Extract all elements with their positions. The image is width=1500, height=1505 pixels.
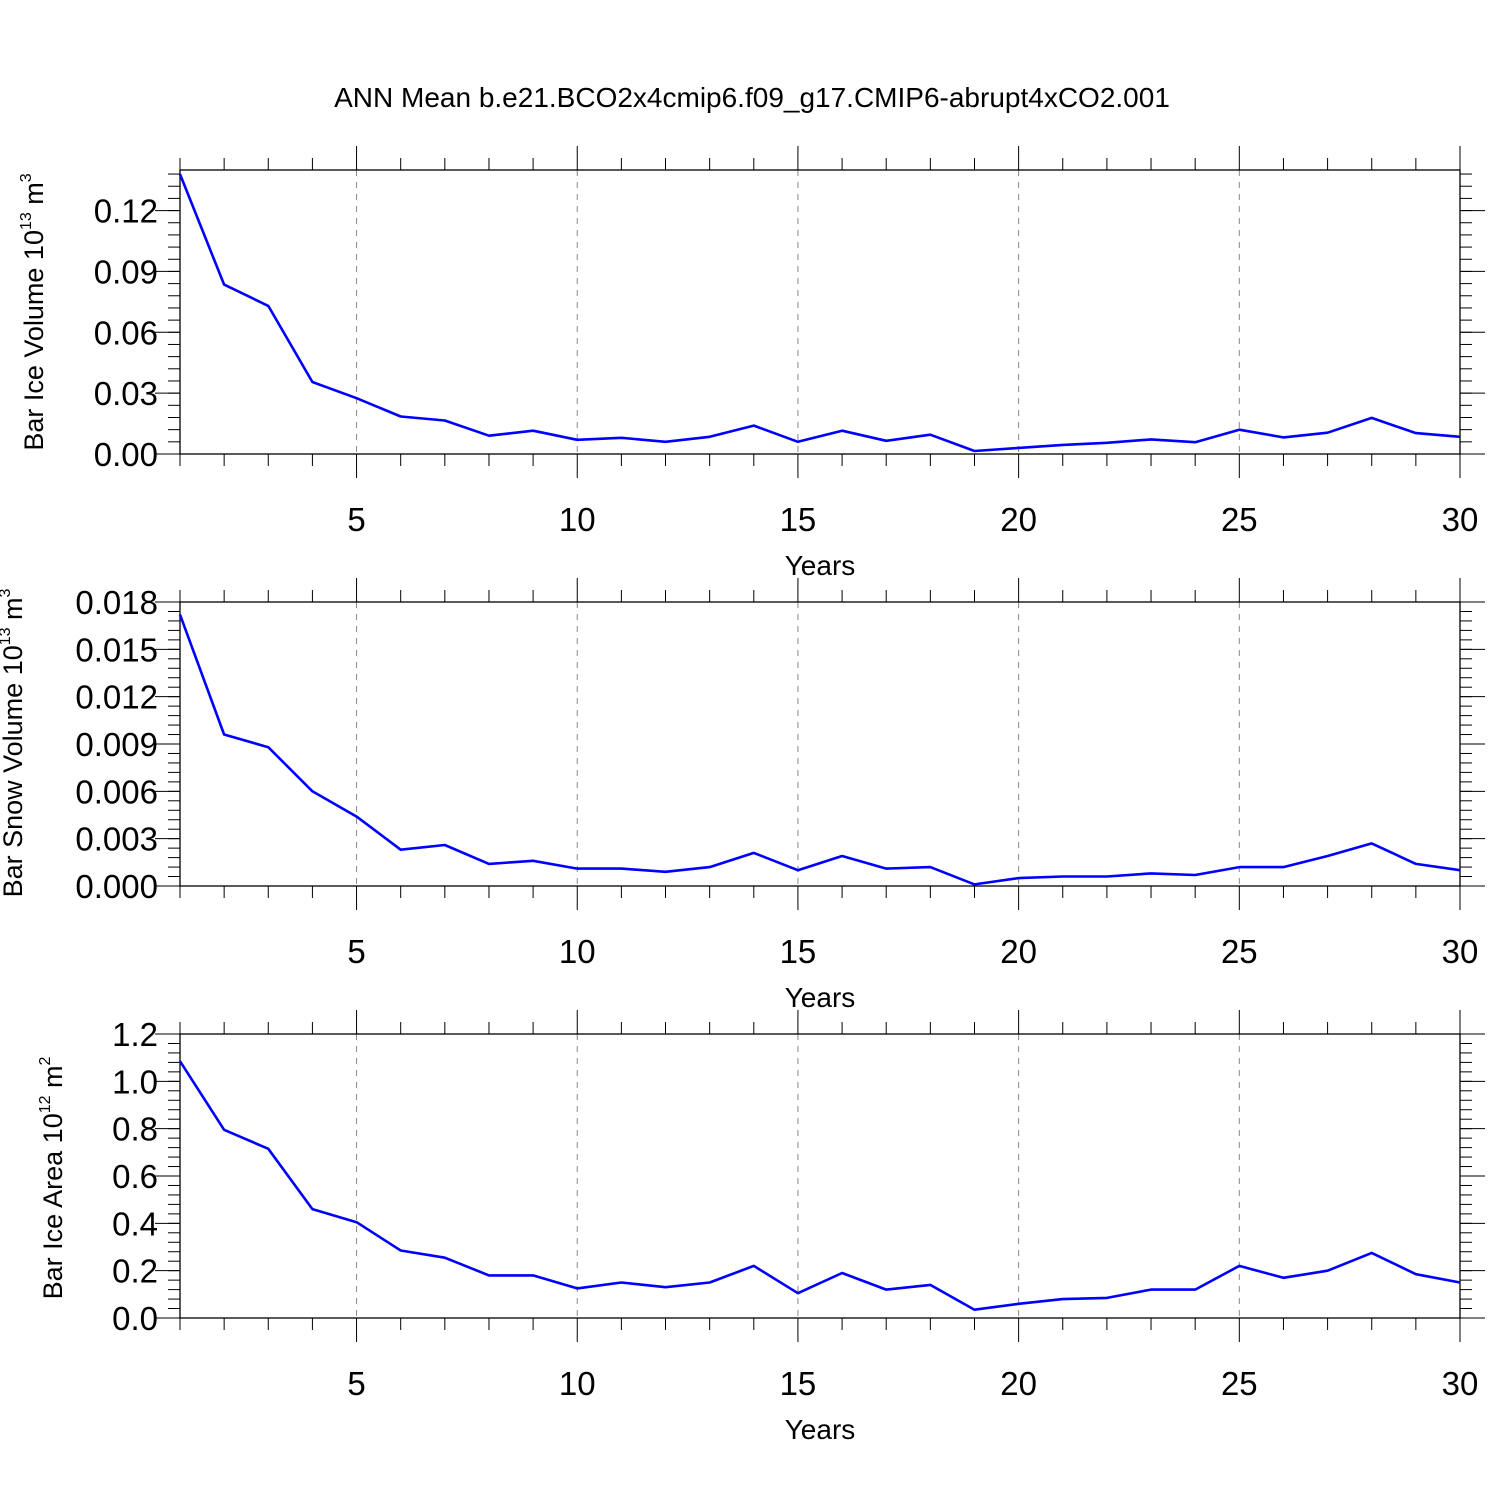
x-tick-label: 10 bbox=[559, 501, 596, 538]
x-tick-label: 25 bbox=[1221, 501, 1258, 538]
y-tick-label: 0.012 bbox=[75, 679, 158, 716]
y-tick-label: 0.03 bbox=[94, 375, 158, 412]
y-tick-label: 0.8 bbox=[112, 1111, 158, 1148]
x-tick-label: 10 bbox=[559, 933, 596, 970]
x-axis-label: Years bbox=[785, 1414, 856, 1445]
plot-frame bbox=[179, 169, 1461, 455]
x-tick-label: 5 bbox=[347, 933, 365, 970]
x-axis-label: Years bbox=[785, 982, 856, 1013]
x-tick-label: 30 bbox=[1442, 1365, 1479, 1402]
x-tick-label: 30 bbox=[1442, 933, 1479, 970]
panel-ice-volume: Bar Ice Volume 1013 m3 Years 5 10 15 20 25 30… bbox=[18, 146, 1485, 581]
series-line bbox=[178, 1060, 1461, 1311]
y-tick-label: 0.009 bbox=[75, 726, 158, 763]
y-tick-label: 0.0 bbox=[112, 1300, 158, 1337]
series-line bbox=[178, 614, 1461, 886]
x-tick-label: 15 bbox=[780, 501, 817, 538]
y-axis-label: Bar Ice Area 1012 m2 bbox=[37, 1056, 68, 1299]
x-tick-label: 15 bbox=[780, 1365, 817, 1402]
chart-title: ANN Mean b.e21.BCO2x4cmip6.f09_g17.CMIP6… bbox=[334, 82, 1170, 113]
x-axis-label: Years bbox=[785, 550, 856, 581]
plot-frame bbox=[179, 601, 1461, 887]
x-tick-label: 30 bbox=[1442, 501, 1479, 538]
panel-snow-volume: Bar Snow Volume 1013 m3 Years 5 10 15 20 25 3… bbox=[0, 578, 1485, 1013]
y-tick-label: 0.006 bbox=[75, 773, 158, 810]
x-tick-label: 25 bbox=[1221, 933, 1258, 970]
x-tick-label: 20 bbox=[1000, 933, 1037, 970]
y-axis-label: Bar Ice Volume 1013 m3 bbox=[18, 173, 49, 450]
y-tick-label: 0.2 bbox=[112, 1253, 158, 1290]
y-tick-label: 0.00 bbox=[94, 436, 158, 473]
y-axis-label: Bar Snow Volume 1013 m3 bbox=[0, 588, 28, 897]
y-tick-label: 0.12 bbox=[94, 193, 158, 230]
y-tick-label: 0.003 bbox=[75, 821, 158, 858]
x-tick-label: 20 bbox=[1000, 501, 1037, 538]
panel-ice-area: Bar Ice Area 1012 m2 Years 5 10 15 20 25 30 0.… bbox=[37, 1010, 1485, 1445]
y-tick-label: 0.06 bbox=[94, 314, 158, 351]
x-tick-label: 25 bbox=[1221, 1365, 1258, 1402]
y-tick-label: 0.015 bbox=[75, 631, 158, 668]
x-tick-label: 5 bbox=[347, 501, 365, 538]
x-tick-label: 10 bbox=[559, 1365, 596, 1402]
x-tick-label: 5 bbox=[347, 1365, 365, 1402]
y-tick-label: 0.09 bbox=[94, 253, 158, 290]
series-line bbox=[178, 173, 1461, 453]
y-tick-label: 0.018 bbox=[75, 584, 158, 621]
x-tick-label: 20 bbox=[1000, 1365, 1037, 1402]
plot-frame bbox=[179, 1033, 1461, 1319]
y-tick-label: 0.4 bbox=[112, 1205, 158, 1242]
y-tick-label: 1.2 bbox=[112, 1016, 158, 1053]
x-tick-label: 15 bbox=[780, 933, 817, 970]
y-tick-label: 1.0 bbox=[112, 1063, 158, 1100]
y-tick-label: 0.000 bbox=[75, 868, 158, 905]
y-tick-label: 0.6 bbox=[112, 1158, 158, 1195]
